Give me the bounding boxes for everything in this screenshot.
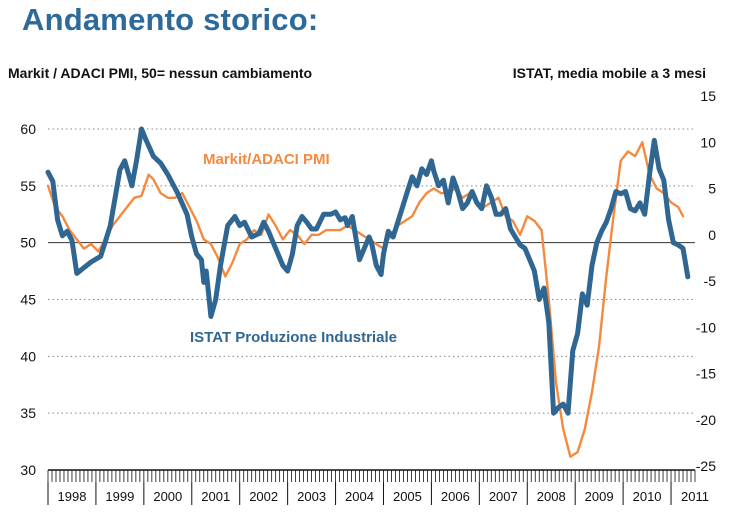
right-axis-ticks: 15 10 5 0 -5 -10 -15 -20 -25 (696, 88, 716, 474)
x-tick-label: 1998 (58, 489, 87, 504)
right-tick-label: 0 (708, 227, 716, 243)
x-tick-label: 2005 (393, 489, 422, 504)
right-tick-label: -25 (696, 458, 716, 474)
gridlines (48, 128, 695, 414)
right-tick-label: -20 (696, 412, 716, 428)
x-tick-label: 2009 (585, 489, 614, 504)
x-tick-label: 1999 (105, 489, 134, 504)
x-tick-label: 2001 (201, 489, 230, 504)
x-tick-label: 2006 (441, 489, 470, 504)
left-tick-label: 45 (20, 292, 36, 308)
chart-title: Andamento storico: (22, 2, 319, 37)
left-tick-label: 30 (20, 462, 36, 478)
left-tick-label: 40 (20, 348, 36, 364)
right-tick-label: -5 (704, 273, 717, 289)
series-lines (45, 126, 691, 458)
right-tick-label: 5 (708, 181, 716, 197)
left-axis-ticks: 60 55 50 45 40 35 30 (20, 121, 36, 478)
left-tick-label: 35 (20, 405, 36, 421)
x-tick-label: 2003 (297, 489, 326, 504)
pmi-series-line (45, 126, 691, 416)
x-tick-label: 2008 (537, 489, 566, 504)
pmi-series-label: ISTAT Produzione Industriale (190, 329, 397, 346)
istat-series-line (46, 141, 685, 458)
x-tick-label: 2010 (633, 489, 662, 504)
right-tick-label: -10 (696, 319, 716, 335)
x-tick-label: 2004 (345, 489, 374, 504)
right-tick-label: -15 (696, 366, 716, 382)
right-axis-label: ISTAT, media mobile a 3 mesi (512, 65, 706, 81)
x-tick-label: 2002 (249, 489, 278, 504)
left-axis-label: Markit / ADACI PMI, 50= nessun cambiamen… (8, 65, 313, 81)
x-axis: 1998 1999 2000 2001 2002 2003 2004 2005 2006 2007… (47, 469, 709, 505)
left-tick-label: 50 (20, 235, 36, 251)
right-tick-label: 15 (700, 88, 716, 104)
left-tick-label: 55 (20, 178, 36, 194)
x-tick-label: 2011 (681, 489, 709, 504)
x-tick-label: 2000 (153, 489, 182, 504)
x-tick-label: 2007 (489, 489, 518, 504)
right-tick-label: 10 (700, 134, 716, 150)
istat-series-label: Markit/ADACI PMI (203, 151, 330, 168)
left-tick-label: 60 (20, 121, 36, 137)
